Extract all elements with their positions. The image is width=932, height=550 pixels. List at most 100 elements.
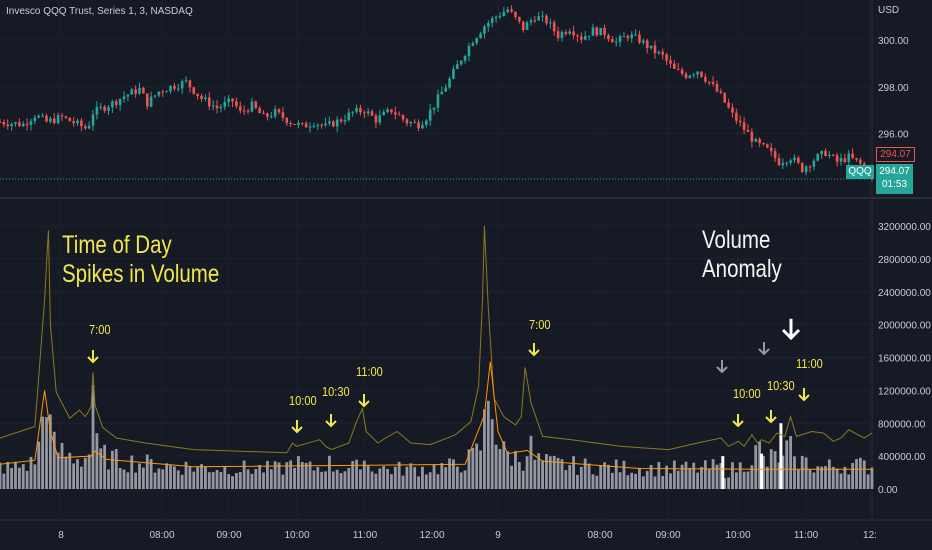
time-label: 10:30: [767, 378, 795, 393]
volume-bar: [347, 467, 351, 489]
candle-body: [510, 9, 513, 12]
candle-body: [289, 123, 292, 125]
volume-axis-label: 0.00: [878, 485, 898, 496]
volume-bar: [657, 462, 661, 489]
time-label: 10:30: [322, 384, 350, 399]
volume-bar: [401, 475, 405, 489]
volume-bar: [308, 461, 312, 489]
time-label: 7:00: [89, 322, 111, 337]
candle-body: [29, 121, 33, 125]
time-label: 11:00: [356, 364, 383, 379]
volume-bar: [560, 459, 564, 489]
candle-body: [273, 109, 277, 117]
volume-bar: [614, 459, 618, 489]
volume-bar: [2, 473, 6, 489]
candle-body: [211, 105, 215, 107]
volume-bar: [297, 456, 300, 489]
volume-bar: [413, 467, 417, 489]
candle-body: [196, 93, 199, 97]
candle-body: [456, 64, 459, 70]
time-axis-label: 11:00: [353, 530, 378, 541]
candle-body: [204, 97, 207, 99]
candle-body: [153, 95, 157, 97]
time-axis-label: 08:00: [149, 530, 174, 541]
countdown-value: 01:53: [881, 179, 908, 190]
candle-body: [382, 111, 385, 116]
volume-bar: [855, 459, 858, 489]
candle-body: [324, 123, 327, 126]
candle-body: [254, 101, 258, 108]
candle-body: [467, 45, 471, 57]
candle-body: [339, 119, 343, 122]
candle-body: [762, 143, 765, 145]
candle-body: [758, 139, 761, 144]
candle-body: [653, 45, 657, 54]
volume-bar: [188, 466, 192, 489]
volume-bar: [510, 465, 513, 489]
candle-body: [41, 115, 44, 117]
volume-bar: [231, 476, 234, 489]
volume-bar: [95, 433, 99, 489]
candle-body: [52, 118, 56, 124]
candle-body: [277, 109, 281, 113]
candle-body: [409, 122, 413, 124]
candle-body: [828, 154, 831, 156]
candle-body: [111, 101, 114, 108]
candle-body: [839, 158, 843, 162]
volume-bar: [618, 472, 622, 489]
candle-body: [95, 106, 99, 115]
candle-body: [25, 123, 29, 125]
candle-body: [572, 31, 575, 36]
candle-body: [645, 40, 649, 49]
volume-bar: [273, 461, 277, 489]
candle-body: [657, 51, 661, 54]
candle-body: [45, 115, 48, 122]
volume-bar: [266, 460, 269, 489]
volume-bar: [676, 470, 680, 489]
volume-bar: [45, 417, 48, 489]
candle-body: [824, 150, 827, 156]
candle-body: [793, 157, 796, 161]
time-axis-label: 10:00: [284, 530, 309, 541]
candle-body: [149, 96, 153, 107]
candle-body: [800, 162, 804, 172]
candle-body: [293, 123, 296, 125]
candle-body: [742, 122, 746, 130]
time-label: 10:00: [289, 393, 317, 408]
volume-axis-label: 1600000.00: [878, 354, 931, 365]
candle-body: [331, 121, 335, 127]
candle-body: [138, 87, 141, 94]
candle-body: [242, 110, 246, 112]
candle-body: [87, 125, 91, 129]
volume-bar: [382, 466, 386, 489]
volume-bar: [254, 468, 258, 489]
candle-body: [60, 115, 64, 117]
time-axis-label: 09:00: [655, 530, 680, 541]
time-axis-label: 12:00: [419, 530, 444, 541]
volume-bar: [459, 472, 463, 489]
candle-body: [335, 119, 339, 127]
volume-bar: [17, 467, 21, 489]
volume-bar: [362, 460, 366, 489]
time-axis-label: 9: [495, 530, 501, 541]
candle-body: [835, 155, 839, 162]
candle-body: [680, 69, 684, 74]
volume-bar: [366, 465, 370, 489]
candle-body: [320, 124, 323, 126]
candle-body: [855, 158, 858, 160]
candle-body: [494, 16, 498, 19]
candle-body: [564, 32, 568, 34]
candle-body: [10, 123, 13, 127]
candle-body: [308, 126, 312, 128]
volume-bar: [351, 461, 355, 489]
volume-bar: [742, 471, 746, 489]
candle-body: [21, 123, 25, 127]
volume-bar: [444, 467, 448, 489]
volume-bar: [816, 466, 820, 489]
volume-bar: [343, 471, 347, 489]
volume-bar: [804, 457, 808, 489]
time-axis-label: 12:: [863, 530, 877, 541]
volume-bar: [738, 462, 742, 489]
candle-body: [549, 22, 552, 24]
